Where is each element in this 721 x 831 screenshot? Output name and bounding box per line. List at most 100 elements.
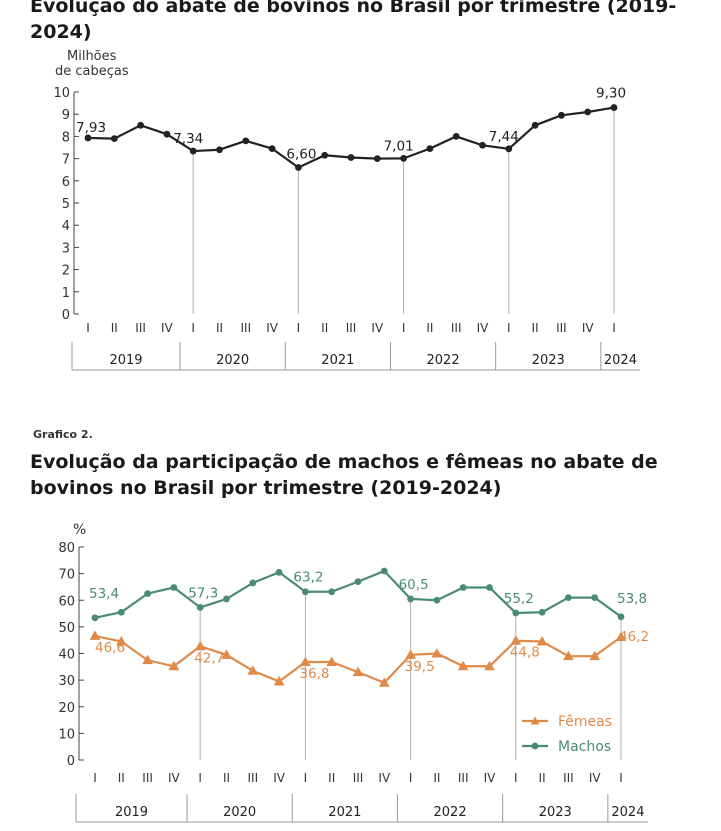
- quarter-label: III: [346, 321, 357, 335]
- y-tick-label: 4: [62, 219, 70, 234]
- quarter-label: II: [111, 321, 118, 335]
- quarter-label: III: [240, 321, 251, 335]
- data-point: [510, 635, 522, 645]
- quarter-label: II: [426, 321, 433, 335]
- data-point: [354, 578, 362, 586]
- data-point: [433, 596, 441, 604]
- data-point: [196, 604, 204, 611]
- data-point: [295, 164, 302, 171]
- data-point: [247, 665, 259, 675]
- quarter-label: III: [247, 771, 258, 785]
- data-point: [538, 608, 546, 616]
- data-point: [431, 647, 443, 658]
- data-point: [615, 631, 627, 641]
- data-point: [328, 588, 336, 596]
- year-label: 2021: [328, 805, 361, 820]
- data-point: [531, 121, 539, 129]
- quarter-label: I: [191, 321, 195, 335]
- legend-marker: [531, 742, 539, 750]
- quarter-label: II: [328, 771, 335, 785]
- quarter-label: II: [118, 771, 125, 785]
- data-point: [194, 640, 206, 651]
- data-label: 53,4: [89, 586, 119, 602]
- data-point: [565, 594, 572, 601]
- quarter-label: IV: [168, 771, 181, 785]
- data-point: [170, 584, 178, 591]
- data-label: 60,5: [399, 577, 429, 593]
- data-point: [91, 614, 99, 622]
- data-point: [144, 590, 152, 597]
- data-point: [321, 151, 329, 159]
- y-tick-label: 7: [62, 153, 70, 168]
- quarter-label: III: [458, 771, 469, 785]
- quarter-label: I: [86, 321, 90, 335]
- data-label: 9,30: [596, 86, 626, 102]
- data-label: 7,44: [489, 129, 519, 145]
- data-label: 63,2: [293, 570, 323, 586]
- data-point: [110, 135, 118, 143]
- data-point: [163, 130, 171, 138]
- y-tick-label: 8: [62, 130, 70, 145]
- y-axis-title: %: [73, 522, 86, 538]
- data-label: 7,93: [76, 120, 106, 136]
- data-label: 7,01: [384, 138, 414, 154]
- data-label: 55,2: [504, 591, 534, 607]
- quarter-label: I: [507, 321, 511, 335]
- y-tick-label: 6: [62, 175, 70, 190]
- data-point: [380, 567, 388, 575]
- data-point: [452, 133, 460, 140]
- data-point: [457, 660, 469, 671]
- quarter-label: IV: [266, 321, 279, 335]
- year-label: 2020: [223, 805, 256, 820]
- y-tick-label: 2: [62, 264, 70, 279]
- quarter-label: IV: [371, 321, 384, 335]
- quarter-label: I: [514, 771, 518, 785]
- data-point: [459, 584, 467, 591]
- quarter-label: I: [93, 771, 97, 785]
- quarter-label: I: [297, 321, 301, 335]
- data-point: [242, 137, 250, 145]
- quarter-label: III: [353, 771, 364, 785]
- data-point: [216, 146, 223, 154]
- data-point: [221, 649, 232, 659]
- data-point: [591, 594, 599, 601]
- data-point: [300, 656, 311, 667]
- data-point: [512, 609, 520, 617]
- quarter-label: I: [409, 771, 413, 785]
- data-point: [89, 630, 101, 640]
- data-label: 36,8: [299, 666, 329, 682]
- data-point: [617, 613, 625, 621]
- data-point: [400, 154, 407, 162]
- data-label: 46,6: [95, 640, 125, 656]
- quarter-label: III: [556, 321, 567, 335]
- year-label: 2020: [216, 353, 249, 368]
- data-point: [302, 588, 309, 596]
- quarter-label: II: [321, 321, 328, 335]
- data-point: [486, 584, 493, 591]
- quarter-label: III: [135, 321, 146, 335]
- year-label: 2024: [604, 353, 637, 368]
- quarter-label: II: [532, 321, 539, 335]
- y-tick-label: 50: [58, 621, 75, 636]
- quarter-label: I: [402, 321, 406, 335]
- data-point: [275, 568, 283, 576]
- data-point: [505, 145, 513, 153]
- y-axis-title: de cabeças: [55, 64, 129, 79]
- quarter-label: IV: [273, 771, 286, 785]
- quarter-label: IV: [582, 321, 595, 335]
- data-point: [373, 155, 381, 163]
- year-label: 2022: [434, 805, 467, 820]
- quarter-label: III: [451, 321, 462, 335]
- y-axis-title: Milhões: [67, 49, 117, 64]
- data-point: [117, 608, 125, 616]
- data-point: [484, 660, 495, 671]
- quarter-label: III: [142, 771, 153, 785]
- y-tick-label: 20: [58, 701, 75, 716]
- data-point: [610, 104, 618, 111]
- data-point: [273, 675, 285, 686]
- data-point: [407, 595, 414, 603]
- y-tick-label: 80: [58, 541, 75, 556]
- year-label: 2024: [611, 805, 644, 820]
